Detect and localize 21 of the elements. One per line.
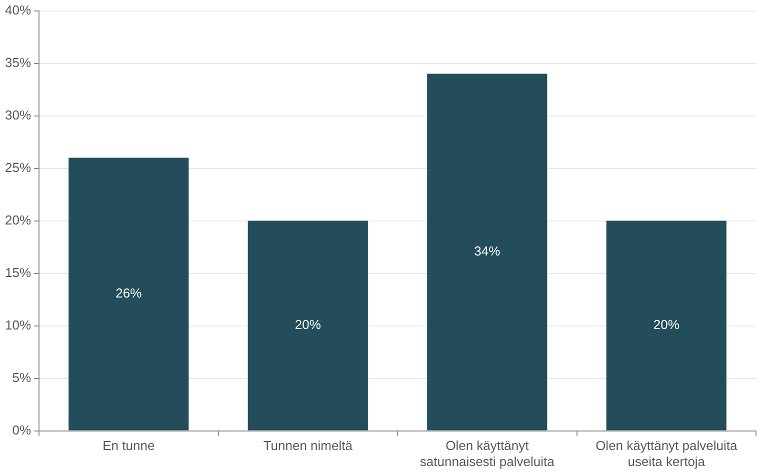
y-tick-label: 30% [4, 107, 32, 122]
bar [606, 220, 726, 430]
bar [68, 158, 189, 430]
x-tick-label: En tunne [102, 438, 155, 454]
y-tick-label: 40% [4, 2, 32, 18]
bar [427, 74, 548, 430]
x-tick-label: Tunnen nimeltä [263, 438, 354, 454]
x-tick-label: Olen käyttänyt satunnaisesti palveluita [420, 438, 556, 469]
y-tick-label: 10% [4, 317, 32, 332]
data-label: 26% [116, 286, 142, 301]
data-label: 20% [653, 317, 680, 332]
x-tick-label: Olen käyttänyt palveluita useita kertoja [596, 438, 738, 469]
y-tick-label: 20% [4, 212, 32, 228]
bar [248, 220, 368, 430]
y-tick-label: 25% [4, 160, 32, 175]
y-tick-label: 5% [12, 370, 32, 385]
data-label: 34% [474, 244, 501, 259]
y-tick-label: 0% [12, 422, 32, 438]
data-label: 20% [294, 317, 322, 332]
y-tick-label: 35% [4, 54, 32, 70]
y-tick-label: 15% [4, 264, 32, 280]
